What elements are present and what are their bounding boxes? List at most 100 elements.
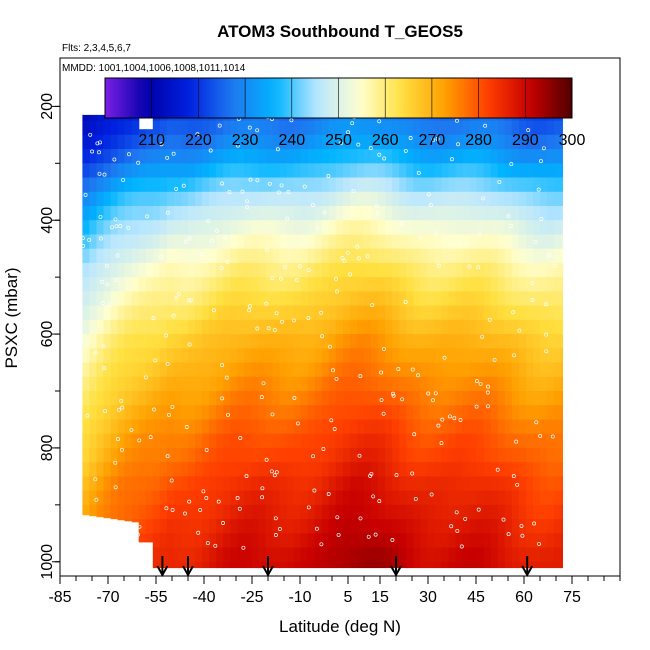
heatmap-cell [131, 362, 140, 378]
sample-point [171, 313, 176, 318]
heatmap-cell [406, 163, 414, 179]
heatmap-cell [145, 163, 154, 179]
sample-point [541, 146, 546, 151]
heatmap-cell [335, 305, 344, 321]
heatmap-cell [166, 120, 175, 136]
sample-point [358, 516, 363, 521]
heatmap-cell [406, 277, 414, 292]
heatmap-cell [371, 120, 379, 136]
heatmap-cell [406, 305, 414, 321]
sample-point [107, 302, 112, 306]
heatmap-cell [357, 234, 365, 250]
sample-point [428, 203, 433, 207]
heatmap-cell [265, 277, 273, 292]
sample-point [355, 244, 360, 249]
heatmap-cell [420, 348, 428, 364]
sample-point [291, 318, 296, 323]
heatmap-cell [131, 305, 140, 321]
heatmap-cell [349, 504, 358, 520]
heatmap-cell [188, 433, 196, 449]
heatmap-cell [152, 291, 161, 307]
heatmap-cell [96, 120, 105, 136]
x-tick-label: -10 [288, 589, 311, 606]
heatmap-cell [89, 447, 97, 463]
sample-point [436, 423, 441, 428]
sample-point [306, 267, 311, 272]
heatmap-cell [406, 248, 414, 264]
sample-point [199, 251, 204, 256]
heatmap-cell [335, 120, 344, 136]
heatmap-cell [89, 376, 97, 392]
heatmap-cell [103, 348, 112, 364]
heatmap-cell [448, 490, 457, 506]
sample-point [151, 316, 156, 321]
sample-point [501, 517, 506, 522]
heatmap-cell [181, 191, 189, 207]
heatmap-cell [483, 163, 492, 179]
heatmap-cell [518, 206, 527, 221]
heatmap-cell [216, 561, 224, 569]
heatmap-cell [223, 447, 231, 463]
heatmap-cell [328, 163, 337, 179]
heatmap-cell [251, 305, 259, 321]
heatmap-cell [272, 376, 281, 392]
heatmap-cell [286, 547, 295, 563]
heatmap-cell [279, 519, 288, 534]
heatmap-cell [103, 419, 112, 435]
sample-point [440, 417, 445, 422]
heatmap-cell [364, 519, 372, 534]
heatmap-cell [371, 262, 379, 278]
heatmap-cell [188, 120, 196, 136]
sample-point [174, 186, 179, 191]
heatmap-cell [300, 120, 309, 136]
heatmap-cell [216, 547, 224, 563]
heatmap-cell [181, 149, 189, 164]
heatmap-cell [265, 319, 273, 335]
y-tick-label: 1000 [39, 544, 56, 580]
heatmap-cell [540, 191, 548, 207]
heatmap-cell [230, 319, 238, 335]
heatmap-cell [138, 134, 147, 150]
heatmap-cell [124, 220, 133, 235]
sample-point [164, 506, 169, 511]
heatmap-cell [188, 191, 196, 207]
heatmap-cell [251, 348, 259, 364]
heatmap-cell [181, 391, 189, 406]
heatmap-cell [448, 305, 457, 321]
heatmap-cell [399, 476, 407, 492]
heatmap-cell [525, 234, 534, 250]
colorbar-tick-label: 230 [232, 132, 259, 149]
heatmap-cell [518, 490, 527, 506]
heatmap-cell [195, 277, 203, 292]
heatmap-cell [223, 234, 231, 250]
heatmap-cell [504, 419, 513, 435]
heatmap-cell [131, 391, 140, 406]
heatmap-cell [138, 490, 147, 506]
heatmap-cell [504, 234, 513, 250]
heatmap-cell [525, 191, 534, 207]
heatmap-cell [307, 206, 316, 221]
heatmap-cell [321, 177, 330, 193]
heatmap-cell [504, 191, 513, 207]
heatmap-cell [103, 291, 112, 307]
sample-point [377, 152, 382, 157]
sample-point [289, 118, 294, 123]
heatmap-cell [335, 334, 344, 349]
heatmap-cell [237, 405, 245, 420]
flight-data-points [80, 99, 557, 550]
heatmap-cell [392, 476, 400, 492]
heatmap-cell [181, 547, 189, 563]
heatmap-cell [96, 234, 105, 250]
heatmap-cell [230, 120, 238, 136]
colorbar-tick-label: 290 [512, 132, 539, 149]
heatmap-cell [335, 561, 344, 569]
heatmap-cell [490, 120, 499, 136]
sample-point [390, 538, 395, 542]
heatmap-cell [511, 447, 520, 463]
heatmap-cell [462, 191, 471, 207]
heatmap-cell [82, 206, 90, 221]
heatmap-cell [307, 391, 316, 406]
heatmap-cell [272, 134, 281, 150]
heatmap-cell [427, 462, 435, 477]
chart-title: ATOM3 Southbound T_GEOS5 [217, 22, 463, 41]
